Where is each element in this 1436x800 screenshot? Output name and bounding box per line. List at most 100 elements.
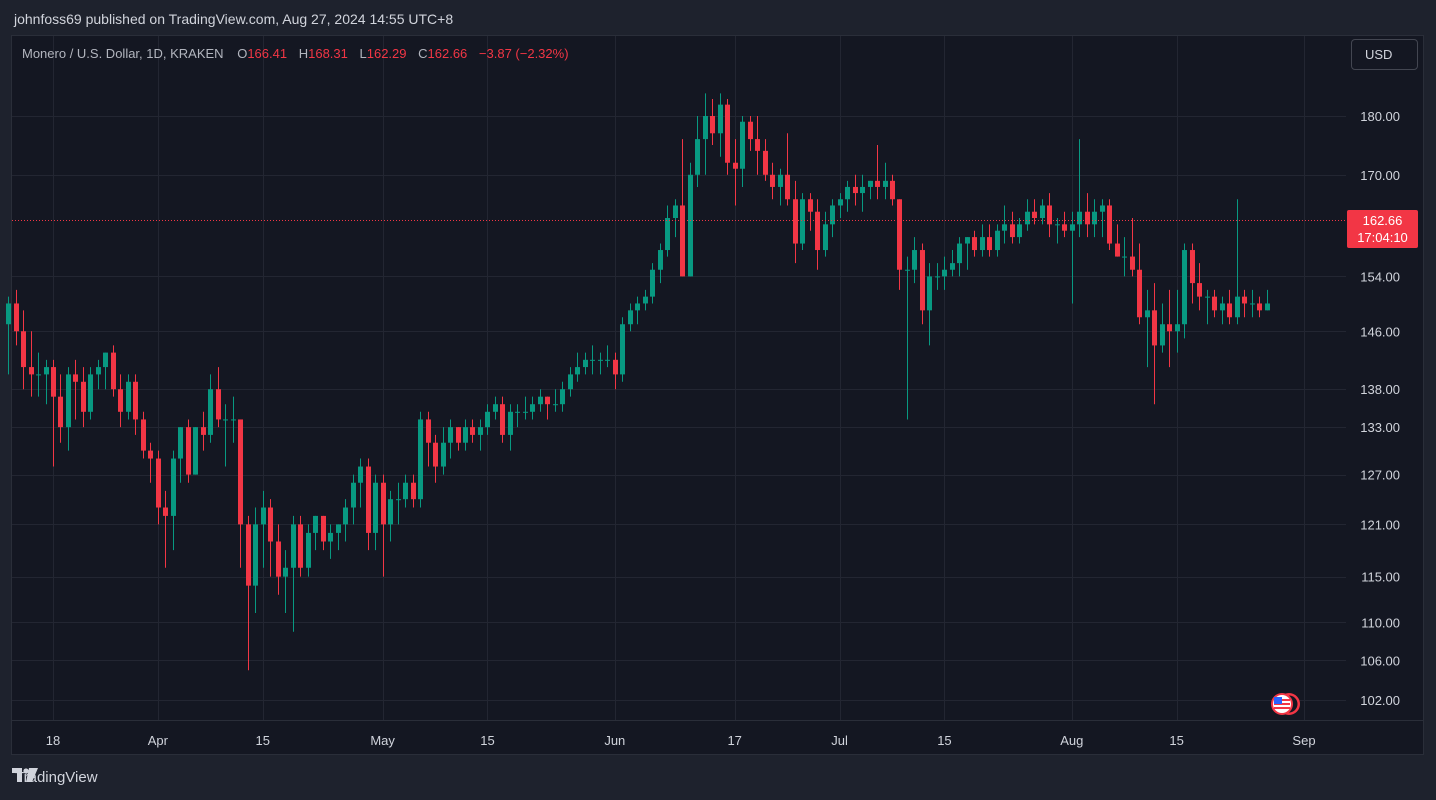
time-axis: 18 Apr 15 May 15 Jun 17 Jul 15 Aug 15 Sep <box>12 720 1423 748</box>
candle-body <box>1100 205 1105 212</box>
candle-body <box>103 352 108 368</box>
tradingview-footer[interactable]: TradingView <box>12 768 98 790</box>
candle-up <box>1002 205 1007 244</box>
grid-lines <box>12 36 1346 720</box>
candle-body <box>538 396 543 405</box>
candle-body <box>328 532 333 542</box>
candle-up <box>328 524 333 559</box>
candle-down <box>111 345 116 397</box>
candle-down <box>1257 296 1262 318</box>
candle-up <box>396 482 401 525</box>
candle-down <box>201 411 206 451</box>
candle-body <box>838 199 843 206</box>
time-tick-label: Jul <box>831 733 848 748</box>
candle-down <box>238 419 243 568</box>
candle-up <box>995 224 1000 257</box>
candle-body <box>793 199 798 244</box>
candle-up <box>1220 296 1225 325</box>
candle-body <box>283 567 288 577</box>
candle-body <box>1115 243 1120 257</box>
candle-up <box>178 427 183 483</box>
candle-up <box>313 515 318 551</box>
candle-down <box>1115 224 1120 257</box>
symbol-title: Monero / U.S. Dollar, 1D, KRAKEN <box>22 46 224 61</box>
price-tick-label: 102.00 <box>1360 693 1400 708</box>
candle-up <box>590 345 595 375</box>
ohlc-legend: Monero / U.S. Dollar, 1D, KRAKEN O166.41… <box>22 46 577 61</box>
candle-body <box>1070 224 1075 231</box>
time-tick-label: May <box>370 733 395 748</box>
candle-body <box>800 199 805 244</box>
time-tick-label: Apr <box>148 733 169 748</box>
candle-body <box>560 389 565 405</box>
candle-body <box>927 276 932 311</box>
candle-body <box>658 250 663 270</box>
candle-up <box>96 359 101 390</box>
tradingview-logo-icon <box>12 768 38 782</box>
chart-pane[interactable] <box>11 35 1424 755</box>
candle-down <box>1010 211 1015 244</box>
candle-body <box>478 427 483 435</box>
candle-up <box>718 93 723 157</box>
candle-down <box>73 359 78 420</box>
candle-body <box>515 411 520 413</box>
candle-up <box>598 352 603 375</box>
candle-down <box>1137 243 1142 325</box>
candle-up <box>358 458 363 508</box>
candle-body <box>853 186 858 194</box>
candle-down <box>1242 289 1247 318</box>
candle-body <box>620 324 625 375</box>
candle-up <box>530 396 535 420</box>
candle-up <box>658 243 663 284</box>
candle-body <box>1025 211 1030 225</box>
candle-up <box>942 256 947 290</box>
candle-down <box>920 243 925 325</box>
candle-body <box>695 139 700 175</box>
us-flag-icon[interactable] <box>1269 691 1303 717</box>
candle-up <box>66 367 71 451</box>
candle-down <box>1197 263 1202 311</box>
candle-down <box>1167 289 1172 368</box>
candle-body <box>411 482 416 500</box>
time-tick-label: 15 <box>480 733 494 748</box>
candle-up <box>830 199 835 238</box>
top-bar: johnfoss69 published on TradingView.com,… <box>0 0 1436 36</box>
candle-body <box>920 250 925 311</box>
candle-body <box>493 404 498 412</box>
candle-body <box>396 499 401 501</box>
candle-body <box>860 186 865 194</box>
price-tick-label: 127.00 <box>1360 468 1400 483</box>
candle-up <box>223 404 228 467</box>
candle-up <box>935 263 940 290</box>
candle-body <box>88 374 93 412</box>
candle-up <box>253 507 258 614</box>
candle-body <box>223 419 228 421</box>
candle-body <box>6 303 11 325</box>
candle-down <box>58 374 63 443</box>
candle-down <box>770 162 775 200</box>
candle-body <box>950 263 955 270</box>
candle-up <box>605 345 610 368</box>
candle-body <box>897 199 902 270</box>
candle-body <box>388 499 393 525</box>
candle-body <box>568 374 573 390</box>
candle-body <box>1175 324 1180 332</box>
candle-down <box>81 367 86 428</box>
candle-body <box>44 367 49 375</box>
open-label: O <box>237 46 248 61</box>
candle-down <box>156 450 161 525</box>
candle-up <box>620 317 625 382</box>
time-tick-label: 18 <box>46 733 60 748</box>
candle-down <box>853 174 858 206</box>
currency-button[interactable]: USD <box>1351 39 1418 70</box>
candle-body <box>208 389 213 435</box>
low-value: 162.29 <box>366 46 407 61</box>
candle-down <box>51 359 56 467</box>
time-tick-label: 15 <box>1169 733 1183 748</box>
candle-up <box>291 515 296 632</box>
candle-body <box>935 276 940 278</box>
candle-down <box>1085 193 1090 238</box>
candle-down <box>793 180 798 264</box>
candle-body <box>133 381 138 420</box>
